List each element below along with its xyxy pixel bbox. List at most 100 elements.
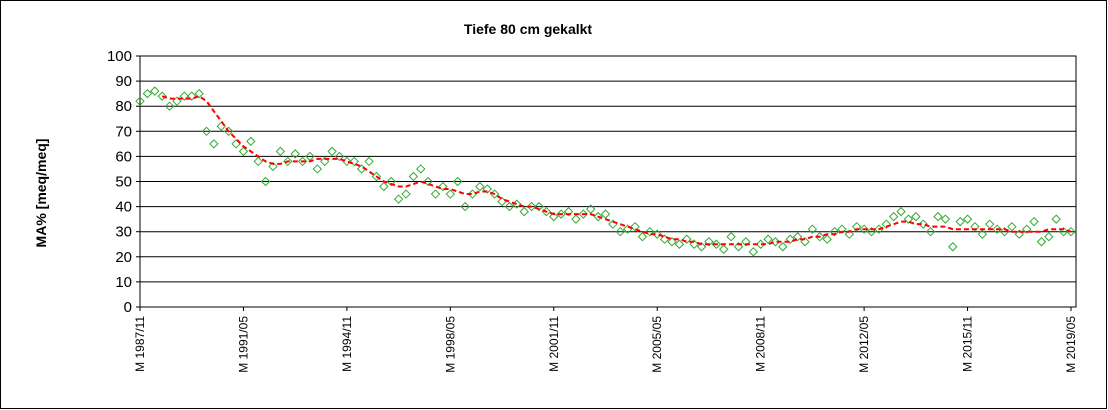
data-point bbox=[896, 206, 906, 217]
data-point bbox=[586, 204, 596, 214]
data-point bbox=[815, 232, 825, 242]
data-point bbox=[578, 209, 589, 219]
data-point bbox=[1036, 237, 1047, 247]
data-point bbox=[866, 226, 877, 237]
data-point bbox=[637, 232, 648, 242]
data-point bbox=[571, 214, 581, 224]
data-point bbox=[556, 209, 566, 219]
x-tick-label: M 1987/11 bbox=[133, 316, 147, 372]
y-tick-label: 30 bbox=[115, 224, 132, 241]
data-point bbox=[393, 194, 404, 204]
x-tick-label: M 2008/11 bbox=[754, 316, 768, 372]
data-point bbox=[888, 211, 899, 222]
data-point bbox=[142, 88, 153, 99]
x-tick-label: M 1991/05 bbox=[236, 316, 250, 373]
y-tick-label: 70 bbox=[115, 123, 132, 140]
data-point bbox=[312, 164, 323, 174]
data-point bbox=[364, 156, 374, 167]
data-point bbox=[925, 226, 936, 237]
data-point bbox=[253, 156, 263, 167]
data-point bbox=[689, 239, 699, 249]
data-point bbox=[246, 136, 256, 147]
data-point bbox=[209, 139, 219, 149]
data-point bbox=[933, 211, 943, 222]
data-point bbox=[682, 234, 692, 244]
data-point bbox=[283, 156, 293, 167]
data-point bbox=[549, 211, 559, 222]
y-tick-label: 60 bbox=[115, 148, 132, 165]
data-point bbox=[977, 229, 988, 239]
data-point bbox=[911, 211, 921, 222]
x-tick-label: M 2019/05 bbox=[1064, 316, 1078, 373]
data-point bbox=[460, 201, 470, 212]
data-point bbox=[297, 156, 308, 167]
data-point bbox=[445, 189, 456, 199]
data-point bbox=[615, 226, 625, 237]
y-axis-label: MA% [meq/meq] bbox=[33, 139, 49, 248]
data-point bbox=[829, 226, 840, 237]
data-point bbox=[652, 229, 662, 239]
y-tick-label: 40 bbox=[115, 199, 132, 216]
x-tick-label: M 1998/05 bbox=[443, 316, 457, 373]
data-point bbox=[778, 242, 788, 252]
x-tick-label: M 2015/11 bbox=[961, 316, 975, 372]
data-point bbox=[837, 224, 847, 234]
data-point bbox=[327, 146, 337, 157]
data-point bbox=[645, 226, 655, 237]
data-point bbox=[940, 214, 951, 224]
data-point bbox=[194, 88, 204, 99]
data-point bbox=[260, 176, 271, 187]
data-point bbox=[223, 126, 234, 137]
data-point bbox=[630, 221, 640, 232]
chart-title: Tiefe 80 cm gekalkt bbox=[464, 21, 592, 37]
data-point bbox=[371, 171, 382, 182]
data-point bbox=[349, 156, 359, 167]
data-point bbox=[519, 206, 529, 217]
data-point bbox=[741, 237, 751, 247]
data-point bbox=[386, 176, 396, 187]
y-tick-label: 20 bbox=[115, 249, 132, 266]
y-tick-label: 50 bbox=[115, 174, 132, 191]
data-point bbox=[164, 101, 175, 111]
data-point bbox=[696, 242, 707, 252]
data-point bbox=[903, 214, 914, 224]
data-point bbox=[187, 91, 197, 101]
data-point bbox=[172, 96, 182, 106]
x-tick-label: M 2005/05 bbox=[650, 316, 664, 373]
data-point bbox=[985, 219, 995, 229]
data-point bbox=[1029, 216, 1039, 227]
data-point bbox=[822, 234, 832, 244]
y-tick-label: 100 bbox=[107, 48, 132, 65]
data-point bbox=[1044, 232, 1054, 242]
data-point bbox=[962, 214, 973, 224]
moving-average-line bbox=[161, 95, 1072, 246]
data-point bbox=[379, 181, 389, 192]
data-point bbox=[785, 234, 795, 244]
y-tick-label: 10 bbox=[115, 274, 132, 291]
data-point bbox=[401, 189, 411, 199]
data-point bbox=[320, 156, 330, 167]
y-tick-label: 90 bbox=[115, 73, 132, 90]
data-point bbox=[881, 219, 891, 229]
data-point bbox=[135, 96, 145, 106]
data-point bbox=[201, 126, 212, 137]
data-point bbox=[763, 234, 773, 244]
data-point bbox=[792, 232, 803, 242]
data-point bbox=[268, 161, 278, 172]
data-point bbox=[593, 211, 603, 222]
data-point bbox=[1058, 226, 1069, 237]
data-point bbox=[852, 221, 862, 232]
data-point bbox=[475, 181, 485, 192]
data-point bbox=[918, 219, 928, 229]
data-point bbox=[1021, 224, 1032, 234]
x-tick-label: M 1994/11 bbox=[340, 316, 354, 372]
data-point bbox=[955, 216, 965, 227]
data-point bbox=[453, 176, 463, 187]
data-point bbox=[970, 221, 980, 232]
data-point bbox=[534, 201, 544, 212]
data-point bbox=[1014, 229, 1024, 239]
data-point bbox=[275, 146, 286, 157]
data-point bbox=[482, 184, 492, 194]
data-point bbox=[526, 201, 537, 212]
data-point bbox=[238, 146, 249, 157]
